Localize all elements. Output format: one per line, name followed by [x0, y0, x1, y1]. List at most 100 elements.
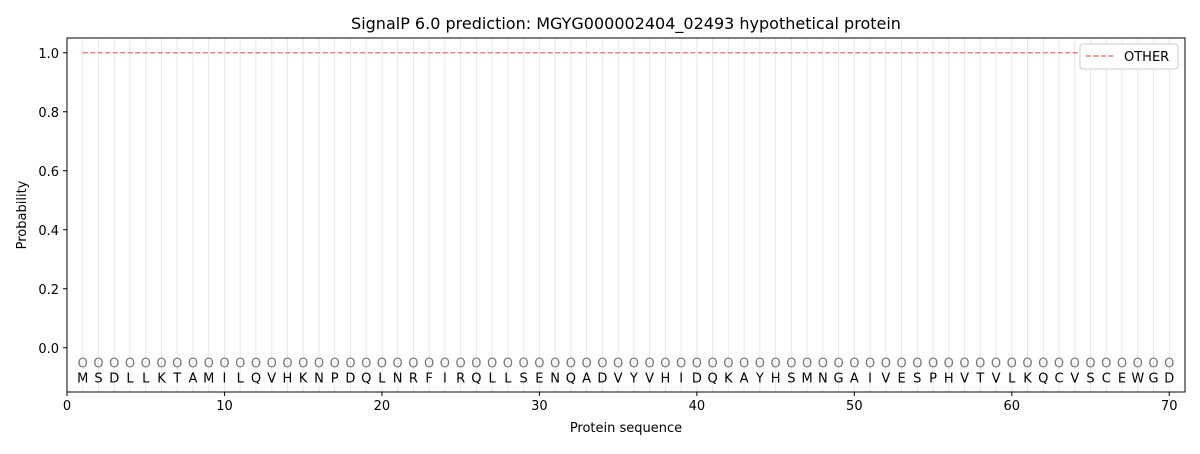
residue-label: I — [679, 371, 683, 386]
residue-label: D — [109, 371, 119, 386]
y-tick-label: 0.4 — [38, 224, 59, 239]
residue-label: H — [283, 371, 293, 386]
residue-label: Q — [566, 371, 576, 386]
prediction-label: O — [676, 357, 686, 372]
prediction-label: O — [330, 357, 340, 372]
x-tick-label: 30 — [531, 399, 548, 414]
residue-label: S — [94, 371, 102, 386]
legend-label-other: OTHER — [1124, 50, 1169, 65]
prediction-label: O — [755, 357, 765, 372]
residue-label: A — [850, 371, 859, 386]
prediction-label: O — [833, 357, 843, 372]
residue-label: M — [801, 371, 812, 386]
prediction-label: O — [896, 357, 906, 372]
residue-label: E — [1118, 371, 1126, 386]
prediction-label: O — [393, 357, 403, 372]
plot-frame — [66, 37, 1186, 393]
residue-label: R — [456, 371, 465, 386]
residue-label: T — [975, 371, 984, 386]
residue-label: Y — [629, 371, 638, 386]
residue-label: R — [409, 371, 418, 386]
residue-label: W — [1131, 371, 1144, 386]
prediction-label: O — [707, 357, 717, 372]
residue-label: V — [614, 371, 623, 386]
residue-label: V — [992, 371, 1001, 386]
prediction-label: O — [881, 357, 891, 372]
residue-label: D — [692, 371, 702, 386]
prediction-label: O — [1054, 357, 1064, 372]
prediction-label: O — [1164, 357, 1174, 372]
prediction-label: O — [550, 357, 560, 372]
prediction-label: O — [298, 357, 308, 372]
prediction-label: O — [503, 357, 513, 372]
residue-label: K — [724, 371, 733, 386]
prediction-label: O — [1038, 357, 1048, 372]
residue-label: E — [535, 371, 543, 386]
prediction-label: O — [1117, 357, 1127, 372]
residue-label: V — [267, 371, 276, 386]
y-tick-label: 0.8 — [38, 106, 59, 121]
prediction-label: O — [519, 357, 529, 372]
prediction-label: O — [345, 357, 355, 372]
prediction-label: O — [1007, 357, 1017, 372]
prediction-label: O — [613, 357, 623, 372]
residue-label: Y — [755, 371, 764, 386]
residue-label: L — [378, 371, 386, 386]
residue-label: L — [504, 371, 512, 386]
residue-label: Q — [361, 371, 371, 386]
prediction-label: O — [1070, 357, 1080, 372]
prediction-label: O — [566, 357, 576, 372]
prediction-label: O — [865, 357, 875, 372]
prediction-label: O — [991, 357, 1001, 372]
prediction-label: O — [424, 357, 434, 372]
residue-label: F — [425, 371, 432, 386]
prediction-label: O — [440, 357, 450, 372]
prediction-label: O — [770, 357, 780, 372]
x-axis-label: Protein sequence — [570, 421, 682, 436]
residue-label: H — [944, 371, 954, 386]
prediction-label: O — [786, 357, 796, 372]
prediction-label: O — [802, 357, 812, 372]
residue-label: H — [660, 371, 670, 386]
prediction-label: O — [471, 357, 481, 372]
prediction-label: O — [1022, 357, 1032, 372]
residue-label: L — [126, 371, 134, 386]
x-tick-label: 70 — [1161, 399, 1178, 414]
prediction-label: O — [219, 357, 229, 372]
residue-label: L — [1008, 371, 1016, 386]
prediction-label: O — [78, 357, 88, 372]
residue-label: G — [834, 371, 844, 386]
x-tick-label: 40 — [689, 399, 706, 414]
prediction-label: O — [235, 357, 245, 372]
residue-label: N — [818, 371, 828, 386]
residue-label: Q — [471, 371, 481, 386]
prediction-label: O — [534, 357, 544, 372]
prediction-label: O — [314, 357, 324, 372]
residue-label: S — [1086, 371, 1094, 386]
prediction-label: O — [975, 357, 985, 372]
residue-label: D — [345, 371, 355, 386]
residue-label: P — [929, 371, 937, 386]
residue-label: N — [393, 371, 403, 386]
prediction-label: O — [282, 357, 292, 372]
y-tick-label: 0.0 — [38, 342, 59, 357]
prediction-label: O — [172, 357, 182, 372]
residue-label: G — [1148, 371, 1158, 386]
x-tick-label: 0 — [63, 399, 71, 414]
prediction-label: O — [645, 357, 655, 372]
y-tick-label: 0.2 — [38, 283, 59, 298]
residue-label: C — [1054, 371, 1063, 386]
prediction-label: O — [1101, 357, 1111, 372]
prediction-label: O — [408, 357, 418, 372]
prediction-label: O — [692, 357, 702, 372]
prediction-label: O — [849, 357, 859, 372]
residue-label: I — [443, 371, 447, 386]
residue-label: L — [489, 371, 497, 386]
prediction-label: O — [204, 357, 214, 372]
prediction-label: O — [959, 357, 969, 372]
prediction-label: O — [361, 357, 371, 372]
residue-label: S — [913, 371, 921, 386]
residue-label: L — [142, 371, 150, 386]
residue-label: E — [897, 371, 905, 386]
